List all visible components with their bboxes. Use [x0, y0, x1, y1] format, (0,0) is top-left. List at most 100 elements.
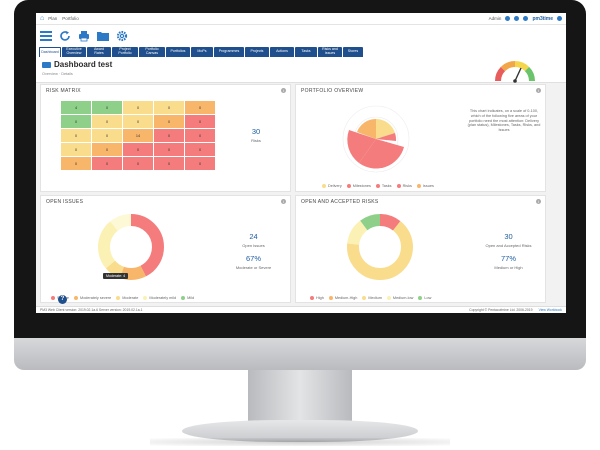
- app-screen: ⌂ Plan Portfolio Admin pm3time Dashboard…: [36, 13, 566, 313]
- refresh-icon[interactable]: [59, 30, 71, 42]
- legend-item: Risks: [396, 184, 412, 188]
- info-icon[interactable]: i: [536, 88, 541, 93]
- tab-actions[interactable]: Actions: [270, 47, 294, 57]
- matrix-cell[interactable]: 0: [91, 128, 123, 143]
- print-icon[interactable]: [78, 30, 90, 42]
- matrix-cell[interactable]: 0: [91, 100, 123, 115]
- matrix-cell[interactable]: 0: [184, 142, 216, 157]
- page-breadcrumb[interactable]: Overview · Details: [42, 72, 73, 76]
- tab-tasks[interactable]: Tasks: [295, 47, 317, 57]
- view-workbook-link[interactable]: View Workbook: [538, 308, 562, 312]
- matrix-cell[interactable]: 0: [153, 142, 185, 157]
- polar-segment-tasks: [347, 130, 376, 163]
- home-icon[interactable]: ⌂: [40, 15, 45, 22]
- matrix-cell[interactable]: 0: [60, 128, 92, 143]
- breadcrumb-portfolio[interactable]: Portfolio: [62, 16, 79, 21]
- matrix-cell[interactable]: 0: [60, 142, 92, 157]
- info-icon[interactable]: i: [281, 199, 286, 204]
- matrix-cell[interactable]: 14: [122, 128, 154, 143]
- panel-title: OPEN ISSUES: [46, 198, 84, 205]
- risks-count: 30: [504, 232, 513, 241]
- version-text: PM3 Web Client version: 2019.02.1a.6 Ser…: [40, 308, 143, 312]
- breadcrumb-plan[interactable]: Plan: [48, 16, 58, 21]
- settings-small-icon[interactable]: [505, 16, 511, 21]
- matrix-cell[interactable]: 0: [122, 156, 154, 171]
- portfolio-legend: Delivery Milestones Tasks Risks Issues: [322, 184, 434, 188]
- tab-executive-overview[interactable]: Executive Overview: [62, 47, 86, 57]
- legend-item: Mild: [181, 296, 194, 300]
- matrix-cell[interactable]: 0: [122, 142, 154, 157]
- matrix-cell[interactable]: 0: [91, 114, 123, 129]
- risks-count-label: Open and Accepted Risks: [485, 243, 532, 248]
- info-icon[interactable]: i: [536, 199, 541, 204]
- risk-count-block: 30 Risks: [231, 127, 281, 143]
- tab-dashboard[interactable]: Dashboard: [39, 47, 61, 57]
- top-bar: ⌂ Plan Portfolio Admin pm3time: [36, 13, 566, 25]
- matrix-cell[interactable]: 0: [153, 114, 185, 129]
- chart-tooltip: Moderate: 4: [103, 273, 129, 279]
- legend-item: Medium-low: [386, 296, 413, 300]
- matrix-cell[interactable]: 0: [91, 142, 123, 157]
- open-issues-panel: OPEN ISSUES i Moderate: 4 24 Open Issues…: [40, 195, 291, 303]
- legend-item: Medium-High: [328, 296, 357, 300]
- tab-risks-and-issues[interactable]: Risks and Issues: [318, 47, 342, 57]
- matrix-cell[interactable]: 0: [184, 114, 216, 129]
- issues-stats: 24 Open Issues 67% Moderate or Severe: [226, 232, 281, 270]
- risk-count: 30: [251, 127, 261, 136]
- tab-projects[interactable]: Projects: [245, 47, 269, 57]
- brand-logo: pm3time: [532, 15, 553, 22]
- panel-title: RISK MATRIX: [46, 87, 81, 94]
- matrix-cell[interactable]: 0: [122, 100, 154, 115]
- risks-percent: 77%: [500, 254, 516, 263]
- info-icon[interactable]: i: [281, 88, 286, 93]
- matrix-cell[interactable]: 0: [122, 114, 154, 129]
- matrix-cell[interactable]: 0: [184, 128, 216, 143]
- risks-stats: 30 Open and Accepted Risks 77% Medium or…: [481, 232, 536, 270]
- toolbar: [36, 25, 566, 47]
- risk-matrix-grid: 4 0 0 0 0 0 0 0 0 0 0 0 14 0 0 0: [60, 100, 216, 171]
- help-small-icon[interactable]: [523, 16, 529, 21]
- tab-portfolios[interactable]: Portfolios: [166, 47, 190, 57]
- copyright-text: Copyright © Pentacofmine Ltd. 2006-2019: [469, 308, 533, 312]
- matrix-cell[interactable]: 0: [184, 100, 216, 115]
- matrix-cell[interactable]: 0: [153, 128, 185, 143]
- matrix-cell[interactable]: 0: [60, 114, 92, 129]
- folder-icon[interactable]: [97, 30, 109, 42]
- open-risks-donut: [347, 214, 413, 280]
- polar-segment-delivery: [376, 133, 397, 141]
- monitor-stand-neck: [248, 370, 352, 422]
- legend-item: Medium: [362, 296, 382, 300]
- legend-item: Delivery: [322, 184, 342, 188]
- matrix-cell[interactable]: 0: [91, 156, 123, 171]
- matrix-cell[interactable]: 0: [60, 156, 92, 171]
- open-risks-panel: OPEN AND ACCEPTED RISKS i 30 Open and Ac…: [295, 195, 546, 303]
- tab-portfolio-canvas[interactable]: Portfolio Canvas: [139, 47, 165, 57]
- matrix-cell[interactable]: 0: [153, 156, 185, 171]
- tab-stores[interactable]: Stores: [343, 47, 363, 57]
- panel-title: PORTFOLIO OVERVIEW: [301, 87, 364, 94]
- tab-programmes[interactable]: Programmes: [214, 47, 244, 57]
- legend-item: Low: [418, 296, 431, 300]
- issues-percent-label: Moderate or Severe: [235, 265, 272, 270]
- folder-title-icon: [42, 61, 51, 68]
- legend-item: Milestones: [346, 184, 371, 188]
- tab-project-portfolio[interactable]: Project Portfolio: [112, 47, 138, 57]
- legend-item: High: [310, 296, 324, 300]
- menu-icon[interactable]: [40, 30, 52, 42]
- portfolio-description: This chart indicates, on a scale of 0-10…: [467, 109, 541, 133]
- matrix-cell[interactable]: 0: [153, 100, 185, 115]
- legend-item: Moderate: [116, 296, 138, 300]
- user-icon[interactable]: [514, 16, 520, 21]
- legend-item: Issues: [416, 184, 434, 188]
- legend-item: Tasks: [375, 184, 392, 188]
- user-name[interactable]: Admin: [488, 16, 502, 21]
- matrix-cell[interactable]: 4: [60, 100, 92, 115]
- notification-icon[interactable]: [557, 16, 562, 21]
- help-icon[interactable]: ?: [58, 295, 67, 304]
- settings-icon[interactable]: [116, 30, 128, 42]
- portfolio-overview-panel: PORTFOLIO OVERVIEW i This chart indicate…: [295, 84, 546, 192]
- matrix-cell[interactable]: 0: [184, 156, 216, 171]
- tab-award-rates[interactable]: Award Rates: [87, 47, 111, 57]
- tab-bar: Dashboard Executive Overview Award Rates…: [36, 47, 566, 57]
- tab-mops[interactable]: MoPs: [191, 47, 213, 57]
